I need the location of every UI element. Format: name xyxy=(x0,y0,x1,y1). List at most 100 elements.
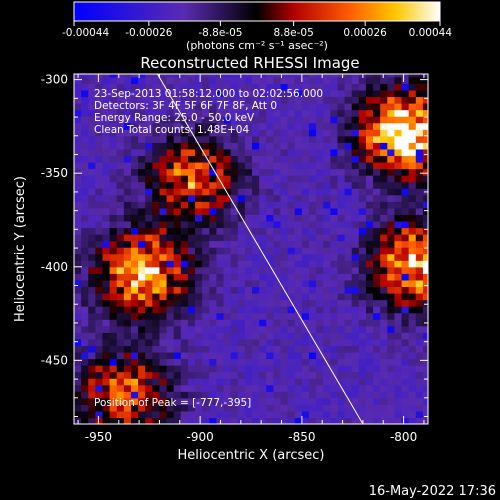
heatmap-cell xyxy=(88,207,96,215)
heatmap-cell xyxy=(145,76,153,84)
heatmap-cell xyxy=(116,253,125,261)
heatmap-cell xyxy=(138,306,146,314)
heatmap-cell xyxy=(88,312,96,320)
heatmap-cell xyxy=(88,384,96,392)
heatmap-cell xyxy=(195,397,203,405)
heatmap-cell xyxy=(380,247,388,255)
heatmap-cell xyxy=(273,260,282,268)
heatmap-cell xyxy=(280,194,289,202)
heatmap-cell xyxy=(145,148,153,157)
heatmap-cell xyxy=(294,410,303,419)
heatmap-cell xyxy=(180,404,189,412)
heatmap-cell xyxy=(138,345,146,353)
heatmap-cell xyxy=(266,234,274,242)
heatmap-cell xyxy=(387,76,396,84)
heatmap-cell xyxy=(365,378,374,386)
heatmap-cell xyxy=(365,155,374,163)
heatmap-cell xyxy=(408,299,417,307)
heatmap-cell xyxy=(223,266,232,274)
heatmap-cell xyxy=(159,319,168,327)
heatmap-cell xyxy=(223,273,232,281)
heatmap-cell xyxy=(130,247,139,255)
heatmap-cell xyxy=(123,397,132,405)
heatmap-cell xyxy=(308,358,317,366)
heatmap-cell xyxy=(187,96,196,104)
heatmap-cell xyxy=(351,214,360,222)
heatmap-cell xyxy=(102,299,111,307)
heatmap-cell xyxy=(230,188,239,196)
heatmap-cell xyxy=(230,286,239,294)
heatmap-cell xyxy=(401,89,410,98)
heatmap-cell xyxy=(308,279,317,288)
heatmap-cell xyxy=(138,319,146,327)
heatmap-cell xyxy=(316,201,324,209)
heatmap-cell xyxy=(152,220,161,229)
heatmap-cell xyxy=(180,194,189,202)
heatmap-cell xyxy=(259,76,267,84)
heatmap-cell xyxy=(266,116,274,124)
heatmap-cell xyxy=(337,234,346,242)
heatmap-cell xyxy=(358,181,367,189)
heatmap-cell xyxy=(273,371,282,379)
heatmap-cell xyxy=(316,332,324,340)
heatmap-cell xyxy=(351,292,360,301)
heatmap-cell xyxy=(74,351,82,360)
heatmap-cell xyxy=(159,129,168,137)
heatmap-cell xyxy=(330,319,339,327)
heatmap-cell xyxy=(88,292,96,301)
heatmap-cell xyxy=(422,325,428,333)
heatmap-cell xyxy=(166,391,175,399)
heatmap-cell xyxy=(159,161,168,170)
heatmap-cell xyxy=(109,214,118,222)
heatmap-cell xyxy=(102,161,111,170)
heatmap-cell xyxy=(223,332,232,340)
heatmap-cell xyxy=(273,410,282,419)
heatmap-cell xyxy=(394,83,403,91)
heatmap-cell xyxy=(237,253,246,261)
heatmap-cell xyxy=(422,286,428,294)
heatmap-cell xyxy=(166,234,175,242)
heatmap-cell xyxy=(88,175,96,183)
heatmap-cell xyxy=(88,148,96,157)
heatmap-cell xyxy=(216,148,225,157)
heatmap-cell xyxy=(380,181,388,189)
heatmap-cell xyxy=(237,122,246,130)
colorbar-ticks: -0.00044 -0.00026 -8.8e-05 8.8e-05 0.00026 0.… xyxy=(62,21,452,39)
heatmap-cell xyxy=(109,96,118,104)
heatmap-cell xyxy=(323,181,331,189)
heatmap-cell xyxy=(415,391,424,399)
heatmap-cell xyxy=(358,338,367,346)
heatmap-cell xyxy=(180,240,189,248)
heatmap-cell xyxy=(130,391,139,399)
solar-limb-line xyxy=(156,74,364,424)
heatmap-cell xyxy=(166,260,175,268)
heatmap-cell xyxy=(88,76,96,84)
heatmap-cell xyxy=(187,306,196,314)
heatmap-cell xyxy=(373,122,381,130)
heatmap-cell xyxy=(259,188,267,196)
heatmap-cell xyxy=(415,227,424,235)
heatmap-cell xyxy=(88,365,96,373)
heatmap-cell xyxy=(287,332,296,340)
heatmap-cell xyxy=(422,338,428,346)
heatmap-cell xyxy=(202,181,210,189)
heatmap-cell xyxy=(216,299,225,307)
heatmap-cell xyxy=(173,410,182,419)
heatmap-cell xyxy=(415,273,424,281)
heatmap-cell xyxy=(308,417,317,424)
heatmap-cell xyxy=(401,214,410,222)
heatmap-cell xyxy=(109,292,118,301)
heatmap-cell xyxy=(180,109,189,117)
heatmap-cell xyxy=(280,76,289,84)
heatmap-cell xyxy=(195,234,203,242)
heatmap-cell xyxy=(180,286,189,294)
heatmap-cell xyxy=(202,351,210,360)
heatmap-cell xyxy=(266,260,274,268)
heatmap-cell xyxy=(116,365,125,373)
heatmap-cell xyxy=(152,116,161,124)
heatmap-cell xyxy=(187,332,196,340)
heatmap-cell xyxy=(301,279,310,288)
heatmap-cell xyxy=(152,181,161,189)
heatmap-cell xyxy=(266,74,274,78)
heatmap-cell xyxy=(88,161,96,170)
